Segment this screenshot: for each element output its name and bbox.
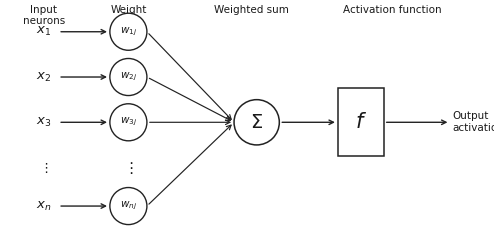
Text: Weighted sum: Weighted sum xyxy=(214,5,289,15)
Text: $w_{nj}$: $w_{nj}$ xyxy=(120,200,137,212)
Ellipse shape xyxy=(234,100,279,145)
Text: $w_{3j}$: $w_{3j}$ xyxy=(120,116,137,128)
Ellipse shape xyxy=(110,188,147,225)
Text: Activation function: Activation function xyxy=(343,5,442,15)
Text: $\vdots$: $\vdots$ xyxy=(123,160,133,176)
Text: $x_2$: $x_2$ xyxy=(36,70,51,84)
Ellipse shape xyxy=(110,58,147,96)
Text: $\vdots$: $\vdots$ xyxy=(39,161,48,175)
Text: Weight: Weight xyxy=(110,5,147,15)
Bar xyxy=(338,88,384,156)
Text: $w_{1j}$: $w_{1j}$ xyxy=(120,26,137,38)
Text: $x_1$: $x_1$ xyxy=(36,25,51,38)
Text: $f$: $f$ xyxy=(355,112,367,132)
Ellipse shape xyxy=(110,104,147,141)
Text: Input
neurons: Input neurons xyxy=(23,5,65,26)
Text: $x_n$: $x_n$ xyxy=(36,200,51,213)
Text: $\Sigma$: $\Sigma$ xyxy=(250,113,263,132)
Text: Output
activation: Output activation xyxy=(453,111,494,134)
Text: $w_{2j}$: $w_{2j}$ xyxy=(120,71,137,83)
Ellipse shape xyxy=(110,13,147,50)
Text: $x_3$: $x_3$ xyxy=(36,116,51,129)
